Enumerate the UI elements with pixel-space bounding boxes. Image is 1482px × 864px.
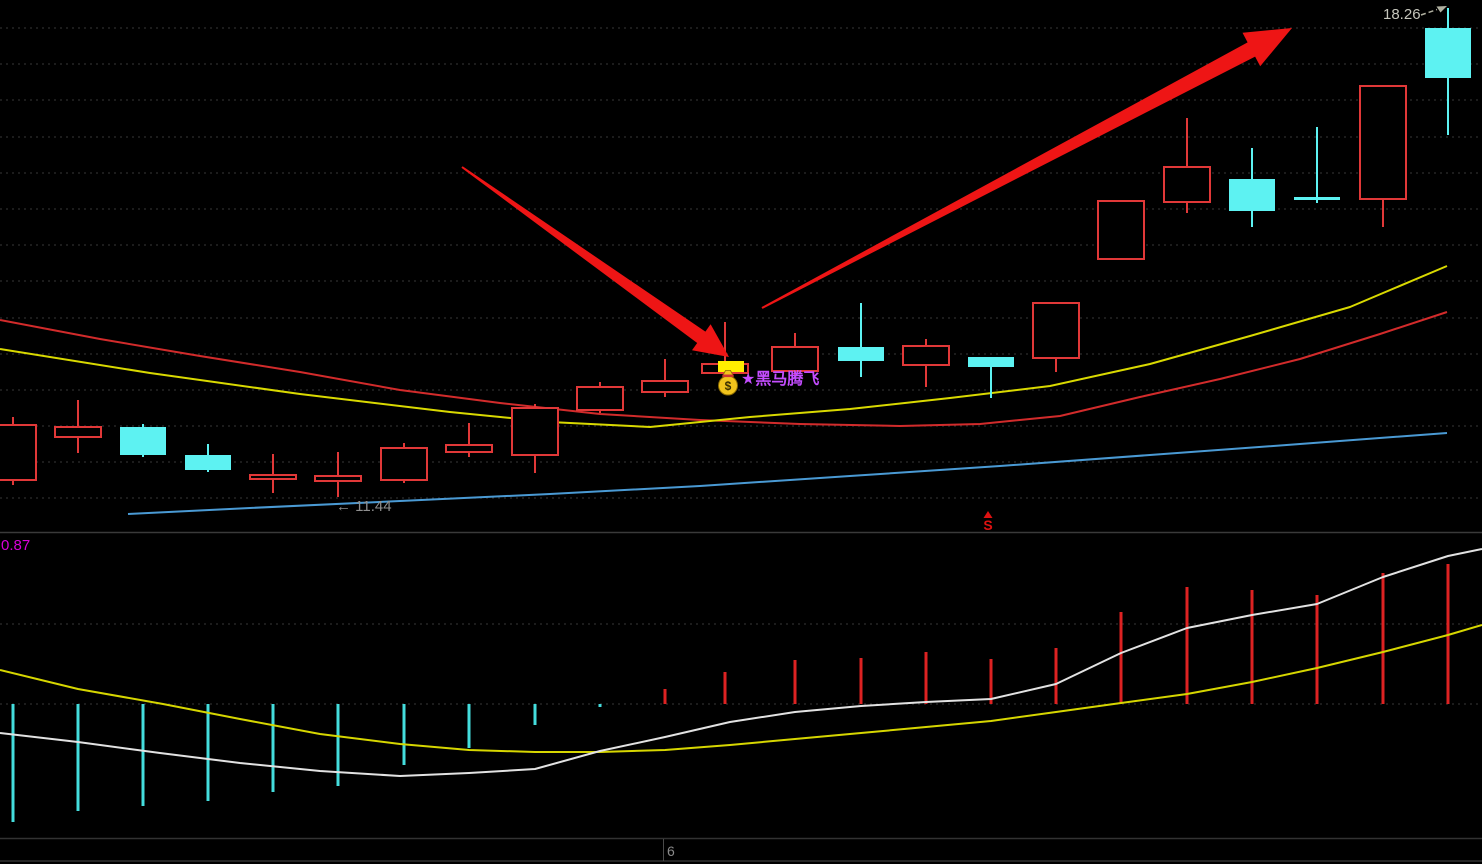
candle bbox=[576, 382, 624, 413]
candle bbox=[511, 404, 559, 473]
ma-long-blue bbox=[127, 432, 1448, 515]
candle-body bbox=[1425, 28, 1471, 78]
moving-average-lines bbox=[0, 265, 1448, 515]
red-arrow-down-icon bbox=[461, 166, 729, 357]
candle bbox=[380, 443, 428, 483]
candle bbox=[249, 454, 297, 493]
price-high-pointer-icon bbox=[1420, 6, 1447, 16]
candle-body bbox=[0, 424, 37, 481]
candle-body bbox=[771, 346, 819, 372]
candle bbox=[641, 359, 689, 397]
candle bbox=[771, 333, 819, 375]
ma-mid-yellow bbox=[0, 265, 1448, 428]
low-price-note: ← 11.44 bbox=[336, 498, 392, 515]
candle-body bbox=[1163, 166, 1211, 203]
pane-dividers bbox=[0, 531, 1482, 862]
candle-body bbox=[511, 407, 559, 456]
candle-body bbox=[54, 426, 102, 438]
candle-body bbox=[314, 475, 362, 482]
candlesticks bbox=[0, 8, 1471, 497]
gridlines bbox=[0, 27, 1482, 705]
candle-body bbox=[445, 444, 493, 453]
candle-body bbox=[1032, 302, 1080, 359]
candle-body bbox=[968, 357, 1014, 367]
red-arrow-up-icon bbox=[761, 28, 1292, 309]
candle-body bbox=[185, 455, 231, 470]
sell-marker-triangle-icon bbox=[983, 511, 993, 518]
candle bbox=[54, 400, 102, 453]
candle-body bbox=[576, 386, 624, 411]
candle bbox=[185, 444, 231, 472]
candle-body bbox=[838, 347, 884, 361]
candle bbox=[902, 339, 950, 387]
candle bbox=[314, 452, 362, 497]
candle bbox=[1229, 148, 1275, 227]
candle bbox=[838, 303, 884, 377]
candle-body bbox=[249, 474, 297, 480]
dif-line bbox=[0, 548, 1482, 777]
signal-text-label: ★黑马腾飞 bbox=[741, 369, 819, 388]
candle bbox=[1032, 302, 1080, 372]
candle-body bbox=[1294, 197, 1340, 200]
moneybag-dollar-glyph: $ bbox=[725, 379, 732, 393]
macd-value-label: 0.87 bbox=[1, 537, 30, 554]
candle-body bbox=[1229, 179, 1275, 211]
candle bbox=[968, 357, 1014, 398]
sell-marker-label: S bbox=[983, 517, 992, 533]
candle bbox=[445, 423, 493, 457]
candle bbox=[1359, 85, 1407, 227]
ma-fast-red bbox=[0, 311, 1448, 427]
candle-body bbox=[1097, 200, 1145, 260]
price-high-label: 18.26 bbox=[1383, 6, 1421, 23]
moneybag-icon: $ bbox=[718, 370, 738, 396]
dea-line bbox=[0, 624, 1482, 753]
annotation-arrows bbox=[461, 28, 1292, 357]
candle bbox=[1425, 8, 1471, 135]
candle-body bbox=[380, 447, 428, 481]
candle-body bbox=[641, 380, 689, 393]
signal-highlight bbox=[718, 361, 744, 372]
candle-body bbox=[902, 345, 950, 366]
axis-month-label: 6 bbox=[667, 843, 675, 859]
candle-body bbox=[120, 427, 166, 455]
candle bbox=[0, 417, 37, 485]
candle-body bbox=[1359, 85, 1407, 200]
candle bbox=[1294, 127, 1340, 203]
candle bbox=[1163, 118, 1211, 213]
candle bbox=[120, 424, 166, 457]
macd-pane bbox=[0, 548, 1482, 822]
candle bbox=[1097, 200, 1145, 260]
